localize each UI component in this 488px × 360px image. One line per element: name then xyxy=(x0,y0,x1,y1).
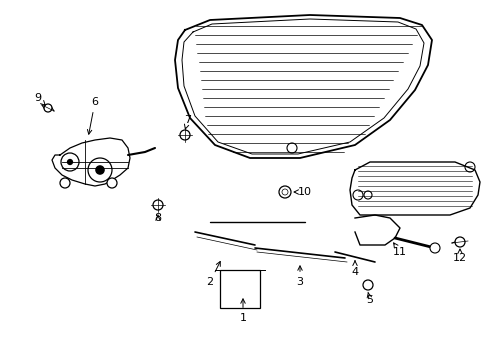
Text: 8: 8 xyxy=(154,213,161,223)
Bar xyxy=(220,270,260,308)
Text: 4: 4 xyxy=(351,261,358,277)
Text: 10: 10 xyxy=(293,187,311,197)
Text: 3: 3 xyxy=(296,266,303,287)
Text: 7: 7 xyxy=(184,115,191,129)
Circle shape xyxy=(67,159,73,165)
Text: 5: 5 xyxy=(366,292,373,305)
Polygon shape xyxy=(349,162,479,215)
Circle shape xyxy=(95,165,104,175)
Text: 6: 6 xyxy=(87,97,98,134)
Polygon shape xyxy=(52,138,130,186)
Circle shape xyxy=(429,243,439,253)
Text: 11: 11 xyxy=(392,243,406,257)
Text: 1: 1 xyxy=(239,299,246,323)
Text: 12: 12 xyxy=(452,249,466,263)
Polygon shape xyxy=(175,15,431,158)
Circle shape xyxy=(107,178,117,188)
Circle shape xyxy=(61,153,79,171)
Text: 9: 9 xyxy=(34,93,45,105)
Text: 2: 2 xyxy=(206,261,220,287)
Circle shape xyxy=(60,178,70,188)
Polygon shape xyxy=(354,215,399,245)
Circle shape xyxy=(88,158,112,182)
